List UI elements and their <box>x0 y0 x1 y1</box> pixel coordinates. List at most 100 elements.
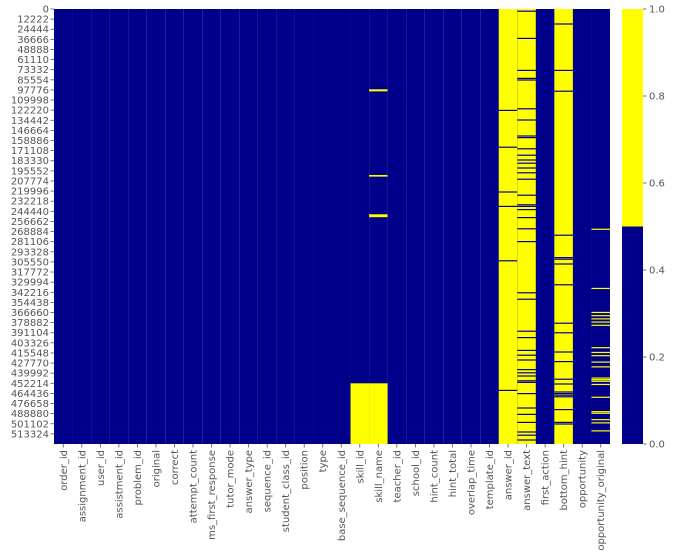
heatmap-stripe-answer_id <box>498 109 518 111</box>
colorbar-tick-label: 0.8 <box>649 92 665 103</box>
x-tick-label: problem_id <box>133 450 144 506</box>
y-tick-label: 501102 <box>11 419 49 430</box>
x-tick-label: hint_count <box>429 450 440 503</box>
heatmap-stripe-answer_text <box>517 162 536 164</box>
heatmap-stripe-bottom_hint <box>554 284 573 286</box>
x-tick-label: overlap_time <box>467 450 478 515</box>
colorbar-tick-label: 0.6 <box>649 179 665 190</box>
heatmap-stripe-answer_text <box>517 228 536 230</box>
y-tick-label: 183330 <box>11 156 49 167</box>
heatmap-stripe-answer_text <box>517 349 536 351</box>
heatmap-stripe-answer_text <box>517 154 536 156</box>
x-axis: order_id assignment_id user_id assistment_i… <box>59 444 607 551</box>
heatmap-stripe-answer_text <box>517 137 536 139</box>
heatmap-column-base_sequence_id <box>332 9 351 444</box>
heatmap-stripe-opportunity_original <box>591 396 610 398</box>
heatmap-stripe-bottom_hint <box>554 409 573 411</box>
x-tick-label: school_id <box>411 450 422 496</box>
colorbar-segment-present <box>622 226 643 444</box>
heatmap-stripe-opportunity_original <box>591 383 610 386</box>
heatmap-column-assistment_id <box>109 9 129 444</box>
heatmap-stripe-opportunity_original <box>591 380 610 382</box>
heatmap-stripe-opportunity_original <box>591 366 610 368</box>
heatmap-stripe-opportunity_original <box>591 411 610 413</box>
x-tick-label: student_class_id <box>281 450 292 532</box>
y-tick-label: 36666 <box>17 35 49 46</box>
heatmap-stripe-bottom_hint <box>554 69 573 71</box>
heatmap-column-tutor_mode <box>220 9 240 444</box>
y-tick-label: 73332 <box>17 65 49 76</box>
heatmap-stripe-answer_text <box>517 359 536 361</box>
y-tick-label: 366660 <box>11 308 49 319</box>
x-tick-label: opportunity <box>578 450 589 508</box>
heatmap-stripe-opportunity_original <box>591 315 610 317</box>
heatmap-stripe-answer_text <box>517 119 536 121</box>
heatmap-stripe-opportunity_original <box>591 377 610 379</box>
heatmap-stripe-answer_text <box>517 292 536 294</box>
x-tick-label: answer_text <box>522 450 533 511</box>
heatmap-stripe-answer_id <box>498 191 518 193</box>
y-tick-label: 109998 <box>11 96 49 107</box>
colorbar-tick-label: 0.2 <box>649 353 665 364</box>
colorbar-tick-label: 1.0 <box>649 5 665 16</box>
x-tick-label: correct <box>170 450 181 485</box>
y-tick-label: 61110 <box>17 55 49 66</box>
y-axis: 0122222444436666488886111073332855549777… <box>11 5 54 440</box>
heatmap-stripe-answer_text <box>517 407 536 409</box>
x-tick-label: user_id <box>96 450 107 486</box>
y-tick-label: 232218 <box>11 197 49 208</box>
heatmap-stripe-answer_text <box>517 10 536 12</box>
y-tick-label: 0 <box>43 5 49 16</box>
heatmap-stripe-opportunity_original <box>591 361 610 363</box>
y-tick-label: 85554 <box>17 75 49 86</box>
heatmap-column-opportunity_original <box>591 9 610 444</box>
x-tick-label: original <box>151 450 162 487</box>
heatmap-stripe-answer_text <box>517 37 536 39</box>
heatmap-stripe-bottom_hint <box>554 378 573 380</box>
heatmap-stripe-answer_text <box>517 69 536 71</box>
heatmap-stripe-answer_text <box>517 194 536 196</box>
heatmap-missing-block-skill_name <box>369 174 388 177</box>
y-tick-label: 244440 <box>11 207 49 218</box>
heatmap-stripe-bottom_hint <box>554 383 573 385</box>
x-tick-label: assistment_id <box>114 450 125 519</box>
y-tick-label: 427770 <box>11 359 49 370</box>
y-tick-label: 476658 <box>11 399 49 410</box>
x-tick-label: teacher_id <box>392 450 403 502</box>
heatmap-stripe-bottom_hint <box>554 322 573 324</box>
heatmap-stripe-bottom_hint <box>554 258 573 260</box>
heatmap-stripe-opportunity_original <box>591 321 610 323</box>
heatmap-stripe-answer_text <box>517 159 536 161</box>
heatmap-missing-block-skill_name <box>369 383 388 444</box>
heatmap-stripe-answer_text <box>517 135 536 137</box>
heatmap-stripe-bottom_hint <box>554 234 573 236</box>
heatmap-stripe-opportunity_original <box>591 228 610 230</box>
heatmap-column-first_action <box>535 9 555 444</box>
y-tick-label: 268884 <box>11 227 49 238</box>
y-tick-label: 464436 <box>11 389 49 400</box>
x-tick-label: skill_name <box>374 450 385 503</box>
heatmap-stripe-opportunity_original <box>591 419 610 421</box>
x-tick-label: assignment_id <box>77 450 88 522</box>
colorbar <box>622 9 643 444</box>
y-tick-label: 439992 <box>11 369 49 380</box>
heatmap-stripe-answer_text <box>517 431 536 433</box>
heatmap-missing-block-skill_name <box>369 214 388 218</box>
heatmap-column-type <box>313 9 332 444</box>
heatmap-stripe-answer_text <box>517 178 536 180</box>
x-tick-label: bottom_hint <box>559 450 570 511</box>
heatmap-stripe-opportunity_original <box>591 430 610 432</box>
heatmap-column-student_class_id <box>276 9 295 444</box>
heatmap-stripe-answer_text <box>517 108 536 110</box>
y-tick-label: 146664 <box>11 126 49 137</box>
heatmap-missing-block-skill_id <box>350 383 370 444</box>
heatmap-stripe-bottom_hint <box>554 361 573 363</box>
heatmap-stripe-opportunity_original <box>591 347 610 349</box>
heatmap-stripe-answer_text <box>517 337 536 339</box>
colorbar-segment-missing <box>622 9 643 227</box>
heatmap-column-template_id <box>480 9 499 444</box>
heatmap-column-order_id <box>54 9 73 444</box>
x-tick-label: hint_total <box>448 450 459 497</box>
y-tick-label: 403326 <box>11 338 49 349</box>
